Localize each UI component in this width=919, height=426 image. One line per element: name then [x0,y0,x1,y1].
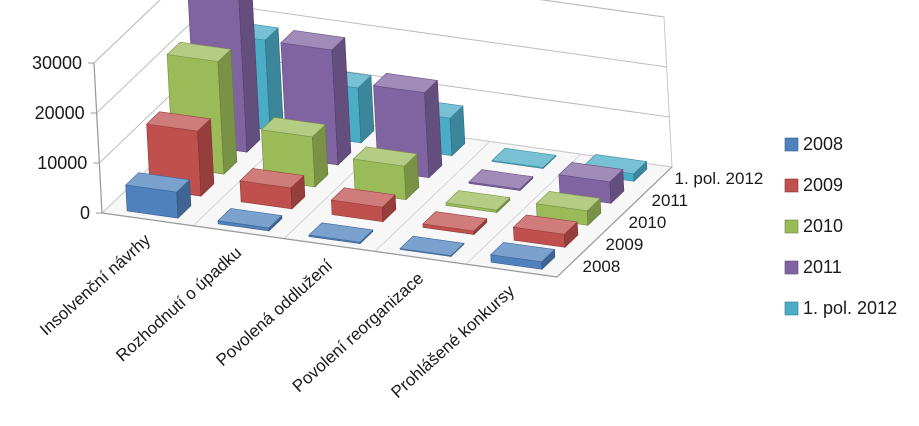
bar-2010-4 [535,191,602,226]
bar-2008-3 [399,235,465,258]
gridline [93,0,665,64]
legend-swatch [784,178,799,193]
legend-label: 2008 [803,134,843,154]
legend-label: 2011 [803,257,842,277]
legend-item: 2008 [784,134,843,154]
bar-2008-2 [308,222,374,245]
legend-item: 2009 [784,175,843,195]
legend: 2008 2009 2010 2011 1. pol. 2012 [784,134,897,318]
y-axis-ticks: 0 10000 20000 30000 [32,53,102,223]
legend-label: 2009 [803,175,843,195]
x-axis-line [101,212,558,278]
bar-2008-1 [217,208,283,232]
bar-2008-0 [125,172,192,219]
bar-2009-4 [512,214,579,248]
legend-swatch [784,137,799,152]
depth-tick-label: 2010 [629,213,667,232]
bars [125,0,648,270]
y-axis-line [93,62,103,214]
bar-2009-1 [239,168,306,210]
legend-swatch [784,260,799,275]
y-tick-label: 20000 [35,103,85,123]
bar-1-pol-2012-3 [491,147,557,170]
depth-tick-label: 2009 [606,235,644,254]
floor-gridline [374,141,491,252]
legend-item: 2011 [784,257,842,277]
bar-2009-0 [145,111,215,197]
depth-tick-label: 1. pol. 2012 [675,169,764,188]
depth-axis-labels: 2008 2009 2010 2011 1. pol. 2012 [583,169,764,276]
y-tick-label: 0 [80,203,90,223]
bar-2008-4 [490,242,556,270]
legend-item: 2010 [784,216,843,236]
bar-2009-2 [330,187,397,223]
x-tick-label: Insolvenční návrhy [36,230,154,339]
depth-axis-line [556,166,673,278]
legend-label: 2010 [803,216,843,236]
legend-swatch [784,219,799,234]
depth-tick-label: 2011 [652,191,689,210]
legend-swatch [784,301,799,316]
y-tick-label: 30000 [32,53,82,73]
bar-2009-3 [422,211,488,236]
legend-item: 1. pol. 2012 [784,298,897,318]
bar-2011-3 [468,169,534,192]
bar-2010-2 [352,146,420,201]
depth-tick-label: 2008 [583,257,621,276]
y-tick-label: 10000 [37,153,87,173]
x-tick-label: Povolená oddlužení [212,256,336,370]
bar-2010-3 [445,190,511,214]
legend-label: 1. pol. 2012 [803,298,897,318]
